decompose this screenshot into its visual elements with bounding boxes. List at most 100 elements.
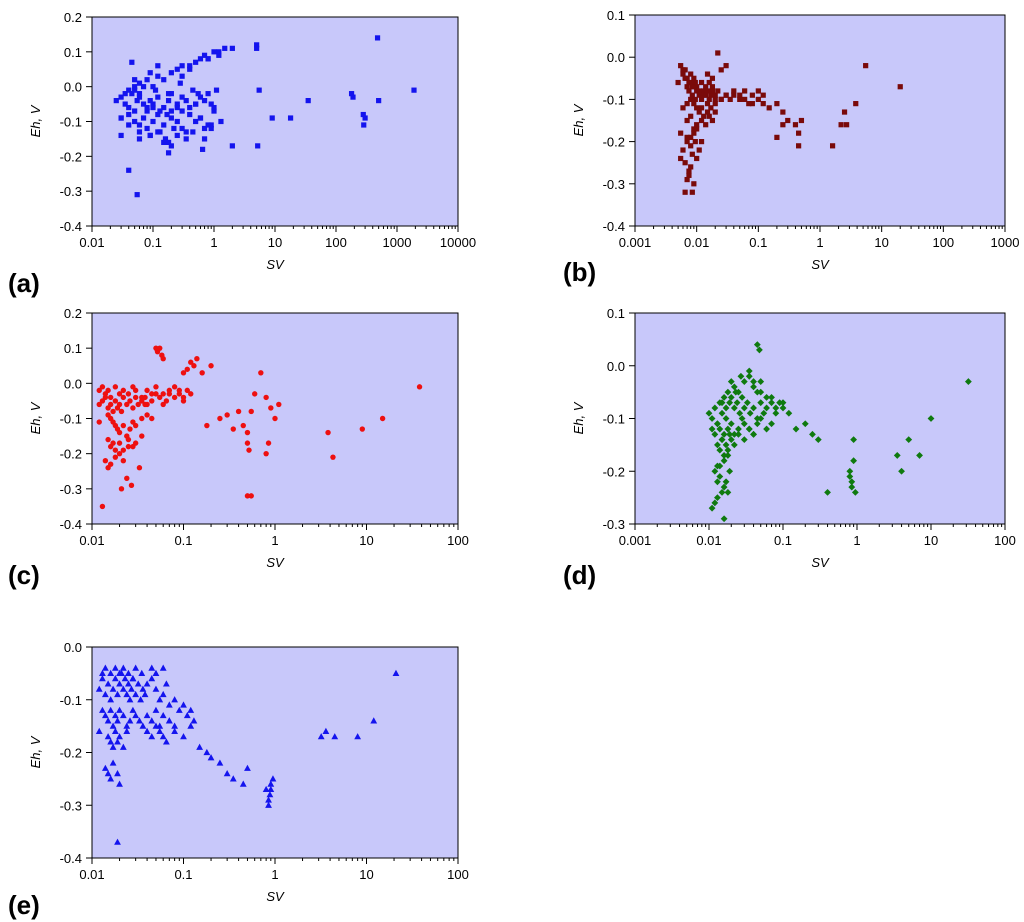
chart-0-frame bbox=[91, 16, 459, 227]
chart-3-point bbox=[964, 378, 972, 385]
chart-1-point bbox=[749, 101, 755, 107]
chart-1-point bbox=[780, 122, 786, 128]
chart-1-point bbox=[780, 109, 786, 115]
chart-0-point bbox=[213, 87, 220, 93]
chart-4-point bbox=[116, 733, 123, 740]
chart-1-point bbox=[691, 126, 697, 132]
chart-2-point bbox=[153, 391, 159, 397]
chart-1-point bbox=[742, 96, 748, 102]
chart-3-point bbox=[711, 404, 719, 412]
chart-1-point bbox=[680, 147, 686, 153]
chart-3-point bbox=[724, 425, 732, 433]
chart-4-point bbox=[354, 733, 362, 740]
chart-0-point bbox=[187, 104, 193, 111]
chart-4-x-axis-label: SV bbox=[266, 889, 285, 904]
chart-3-point bbox=[738, 415, 746, 422]
chart-4-point bbox=[101, 764, 109, 771]
chart-0-point bbox=[171, 125, 177, 132]
chart-1-y-tick-label: -0.1 bbox=[603, 92, 625, 107]
chart-4-point bbox=[392, 669, 400, 676]
chart-4-point bbox=[159, 690, 167, 698]
chart-0-point bbox=[195, 91, 201, 97]
chart-1-point bbox=[718, 67, 724, 73]
chart-2-point bbox=[116, 401, 123, 408]
chart-2-point bbox=[188, 391, 194, 397]
chart-1-point bbox=[694, 155, 700, 162]
chart-3-point bbox=[714, 478, 721, 486]
chart-1-point bbox=[742, 88, 748, 94]
chart-0-point bbox=[147, 70, 153, 76]
chart-1-point bbox=[863, 63, 869, 69]
chart-1-point bbox=[698, 139, 705, 145]
chart-0-point bbox=[157, 108, 163, 114]
chart-1-point bbox=[712, 92, 718, 98]
chart-4-point bbox=[125, 669, 132, 676]
chart-0-point bbox=[155, 111, 161, 118]
chart-1-point bbox=[796, 130, 802, 136]
chart-0-point bbox=[168, 143, 174, 149]
chart-0-point bbox=[136, 129, 143, 135]
chart-0-point bbox=[155, 129, 161, 135]
chart-3-point bbox=[743, 399, 751, 407]
chart-0-point bbox=[150, 101, 156, 107]
chart-2-point bbox=[180, 370, 187, 376]
chart-4-point bbox=[139, 685, 147, 692]
chart-2: 0.01 0.1 1 10 100 -0.4 -0.3 -0.2 -0.1 0.0 0.1 0.2 SV… bbox=[8, 306, 469, 590]
chart-4-point bbox=[109, 722, 117, 729]
chart-1-point bbox=[796, 143, 802, 149]
chart-0-point bbox=[168, 70, 174, 76]
chart-1-point bbox=[692, 96, 698, 102]
chart-0-point bbox=[126, 167, 132, 173]
chart-4-point bbox=[128, 685, 135, 692]
chart-4-point bbox=[104, 733, 112, 740]
chart-4-point bbox=[159, 711, 167, 719]
chart-3-point bbox=[785, 409, 793, 417]
chart-2-point bbox=[116, 450, 123, 457]
chart-4-point bbox=[152, 669, 160, 676]
chart-2-point bbox=[149, 391, 155, 397]
chart-3-point bbox=[753, 420, 761, 428]
chart-1-point bbox=[706, 79, 712, 86]
chart-0-point bbox=[222, 45, 228, 51]
chart-4-point bbox=[171, 722, 179, 729]
chart-0-point bbox=[144, 108, 150, 114]
chart-2-point bbox=[149, 398, 155, 404]
chart-3-point bbox=[746, 409, 754, 417]
chart-4-point bbox=[111, 664, 119, 671]
chart-2-point bbox=[244, 440, 251, 446]
chart-3-panel-label: (d) bbox=[563, 560, 596, 590]
chart-2-point bbox=[118, 408, 125, 415]
chart-2-point bbox=[127, 398, 133, 404]
chart-2-point bbox=[99, 384, 106, 390]
chart-3-point bbox=[848, 478, 856, 486]
chart-0-x-tick-label: 0.1 bbox=[144, 235, 162, 250]
chart-3-point bbox=[714, 462, 721, 470]
chart-3-point bbox=[792, 425, 800, 433]
chart-1-x-axis-label: SV bbox=[811, 257, 830, 272]
chart-2-x-axis-label: SV bbox=[266, 555, 285, 570]
chart-3-point bbox=[848, 483, 856, 491]
chart-3-point bbox=[726, 467, 734, 475]
chart-0-point bbox=[187, 63, 193, 69]
chart-1-point bbox=[706, 96, 712, 102]
chart-2-point bbox=[160, 401, 166, 408]
chart-0-x-tick-label: 100 bbox=[325, 235, 347, 250]
chart-3-point bbox=[801, 420, 809, 428]
chart-2-point bbox=[194, 356, 200, 362]
chart-2-point bbox=[235, 408, 242, 415]
chart-0-point bbox=[161, 122, 167, 128]
chart-0-point bbox=[361, 122, 367, 128]
chart-1-point bbox=[718, 96, 724, 102]
chart-1-plot-area bbox=[635, 15, 1005, 226]
chart-2-point bbox=[359, 426, 366, 432]
chart-3-point bbox=[760, 409, 768, 417]
chart-4-point bbox=[119, 664, 127, 671]
chart-4-point bbox=[132, 711, 140, 719]
chart-3-point bbox=[708, 425, 716, 433]
chart-4-point bbox=[109, 759, 117, 766]
chart-0-point bbox=[211, 49, 217, 55]
chart-0-point bbox=[126, 122, 132, 128]
chart-4-point bbox=[114, 717, 121, 724]
chart-4-point bbox=[244, 764, 251, 771]
chart-3-point bbox=[720, 483, 728, 491]
